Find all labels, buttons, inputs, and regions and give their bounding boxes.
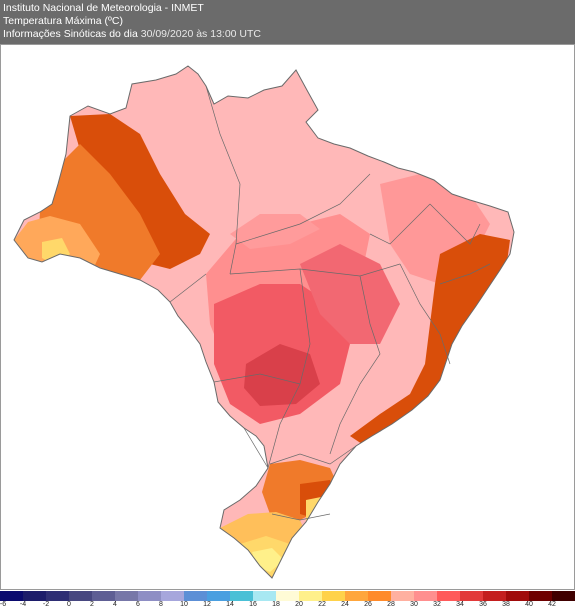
legend-swatch	[92, 591, 116, 601]
legend-tick-label: 18	[272, 601, 280, 608]
info-date: 30/09/2020 às 13:00 UTC	[140, 28, 261, 40]
legend-tick-label: 36	[479, 601, 487, 608]
legend-swatch	[69, 591, 93, 601]
legend-tick-label: -2	[42, 601, 50, 608]
legend-tick-label: 38	[502, 601, 510, 608]
legend-swatch	[184, 591, 208, 601]
legend-tick-label: 20	[295, 601, 303, 608]
legend-tick-label: 26	[364, 601, 372, 608]
legend-tick-label: 28	[387, 601, 395, 608]
legend-tick-label: 24	[341, 601, 349, 608]
variable-title: Temperatura Máxima (ºC)	[3, 15, 123, 27]
legend-swatch	[253, 591, 277, 601]
info-prefix: Informações Sinóticas do dia	[3, 28, 138, 40]
legend-swatch	[552, 591, 575, 601]
map-header: Instituto Nacional de Meteorologia - INM…	[0, 0, 575, 44]
brazil-temperature-map	[13, 65, 515, 579]
field-29-west	[70, 114, 210, 269]
legend-swatch	[115, 591, 139, 601]
legend-tick-label: 0	[67, 601, 71, 608]
legend-tick-label: 16	[249, 601, 257, 608]
legend-swatch	[414, 591, 438, 601]
legend-swatch	[506, 591, 530, 601]
field-22-southeast	[306, 496, 334, 530]
legend-tick-label: 4	[113, 601, 117, 608]
legend-swatch	[207, 591, 231, 601]
info-line: Informações Sinóticas do dia 30/09/2020 …	[3, 28, 261, 41]
temperature-legend: -6 -4 -2 0 2 4 6 8 10 12 14 16 18 20 22 24 26 28 30 32 34 36 3…	[0, 589, 575, 613]
legend-tick-label: 2	[90, 601, 94, 608]
legend-tick-label: 6	[136, 601, 140, 608]
legend-swatch	[437, 591, 461, 601]
legend-tick-label: 40	[525, 601, 533, 608]
field-28-east	[350, 234, 510, 444]
legend-swatch	[529, 591, 553, 601]
legend-tick-label: 8	[159, 601, 163, 608]
legend-swatch	[345, 591, 369, 601]
legend-swatch	[23, 591, 47, 601]
legend-tick-label: -6	[0, 601, 7, 608]
legend-swatch	[322, 591, 346, 601]
field-36-hot	[244, 344, 320, 406]
legend-swatch	[299, 591, 323, 601]
legend-swatch	[460, 591, 484, 601]
legend-tick-label: 32	[433, 601, 441, 608]
temperature-fields	[14, 66, 514, 578]
legend-tick-label: 14	[226, 601, 234, 608]
legend-tick-label: -4	[19, 601, 27, 608]
legend-swatch	[138, 591, 162, 601]
legend-swatch	[230, 591, 254, 601]
legend-tick-label: 12	[203, 601, 211, 608]
legend-tick-label: 42	[548, 601, 556, 608]
legend-tick-label: 22	[318, 601, 326, 608]
state-borders	[169, 85, 491, 521]
legend-swatch	[391, 591, 415, 601]
institute-title: Instituto Nacional de Meteorologia - INM…	[3, 2, 204, 14]
legend-swatch	[161, 591, 185, 601]
legend-tick-label: 30	[410, 601, 418, 608]
field-34-northeast	[300, 244, 400, 344]
legend-tick-label: 34	[456, 601, 464, 608]
legend-swatch	[0, 591, 24, 601]
legend-swatch	[483, 591, 507, 601]
legend-tick-label: 10	[180, 601, 188, 608]
legend-swatch	[276, 591, 300, 601]
legend-swatch	[368, 591, 392, 601]
legend-swatch	[46, 591, 70, 601]
